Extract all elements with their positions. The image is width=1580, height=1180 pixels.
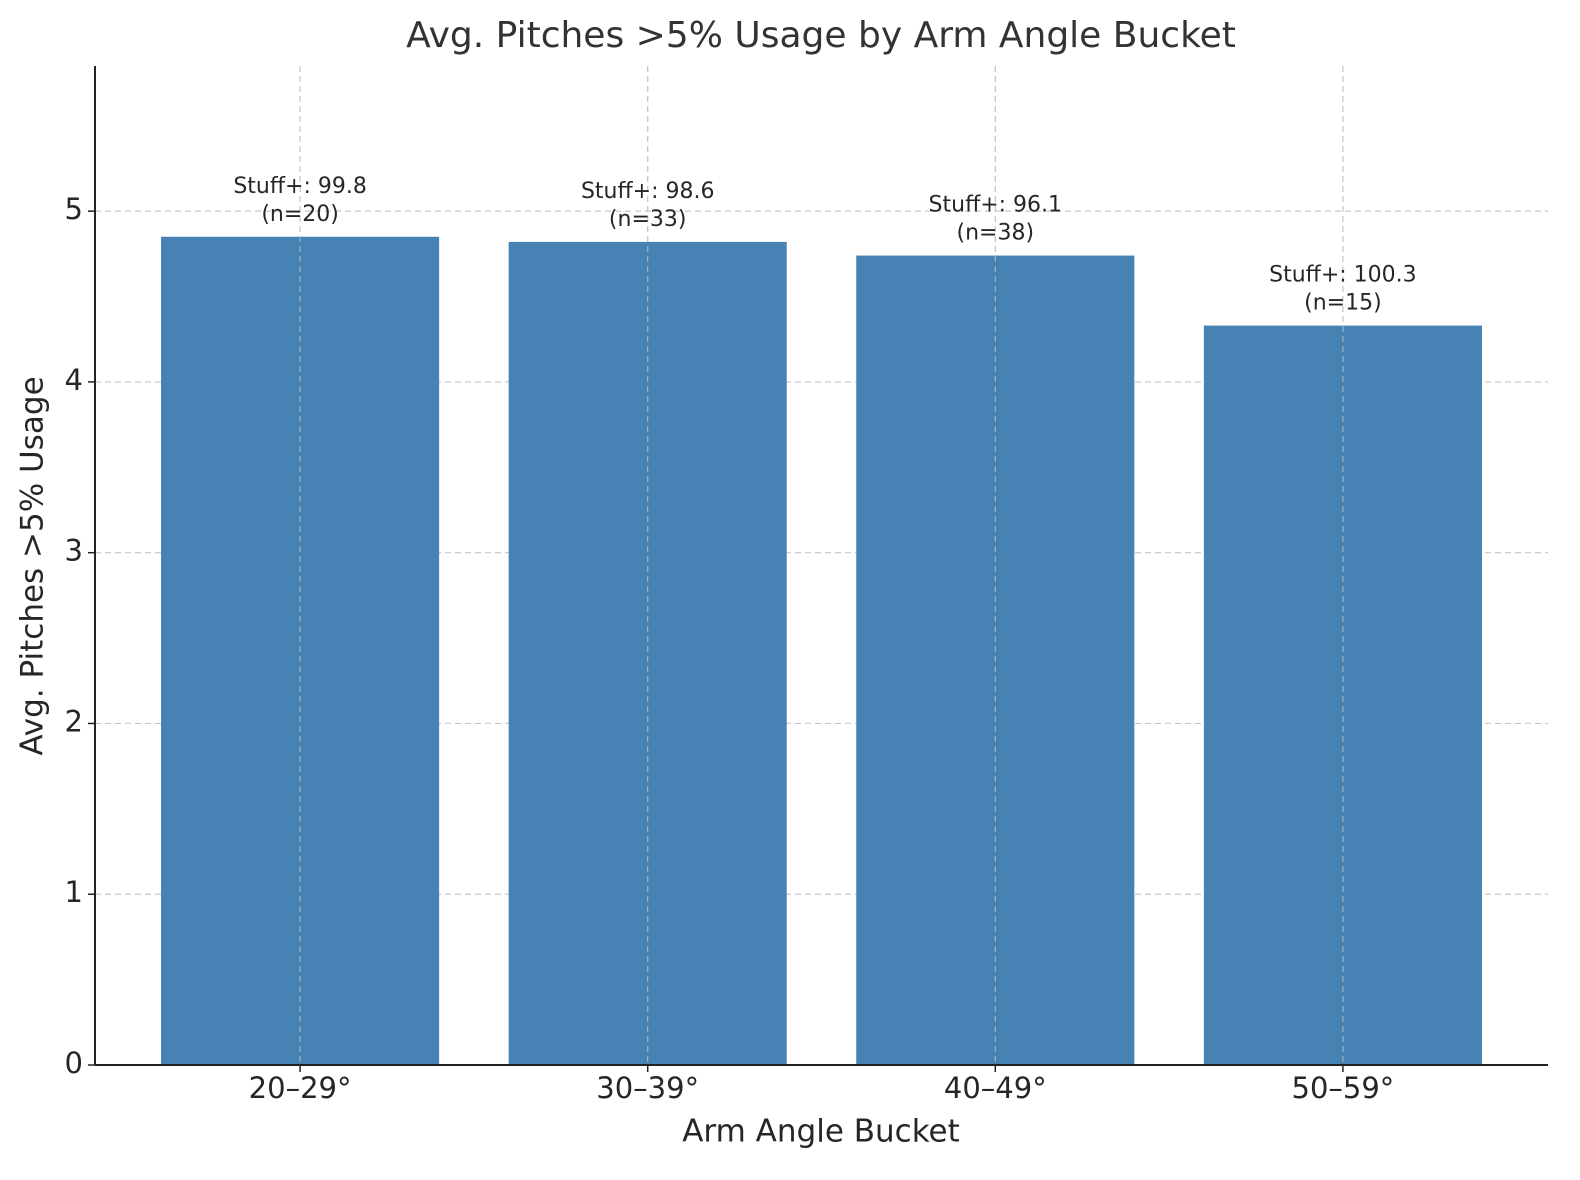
x-tick-label: 40–49° — [944, 1071, 1047, 1105]
bar-annotation: (n=38) — [957, 221, 1035, 246]
bar-annotation: Stuff+: 96.1 — [929, 193, 1063, 218]
bar-annotation: (n=15) — [1304, 291, 1382, 316]
y-tick-label: 1 — [65, 875, 83, 909]
x-tick-label: 50–59° — [1292, 1071, 1395, 1105]
bar-annotation: (n=20) — [261, 202, 339, 227]
y-tick-label: 0 — [65, 1046, 83, 1080]
bar-annotation: Stuff+: 100.3 — [1269, 263, 1417, 288]
y-tick-label: 4 — [65, 363, 83, 397]
bar-annotation: (n=33) — [609, 207, 687, 232]
chart-title: Avg. Pitches >5% Usage by Arm Angle Buck… — [406, 15, 1236, 56]
x-axis-label: Arm Angle Bucket — [682, 1114, 960, 1150]
y-tick-label: 3 — [65, 534, 83, 568]
bar-annotation: Stuff+: 99.8 — [233, 174, 367, 199]
y-tick-label: 5 — [65, 192, 83, 226]
x-tick-label: 30–39° — [596, 1071, 699, 1105]
x-tick-label: 20–29° — [249, 1071, 352, 1105]
bar-annotation: Stuff+: 98.6 — [581, 179, 715, 204]
y-axis-label: Avg. Pitches >5% Usage — [15, 376, 51, 755]
y-tick-label: 2 — [65, 704, 83, 738]
